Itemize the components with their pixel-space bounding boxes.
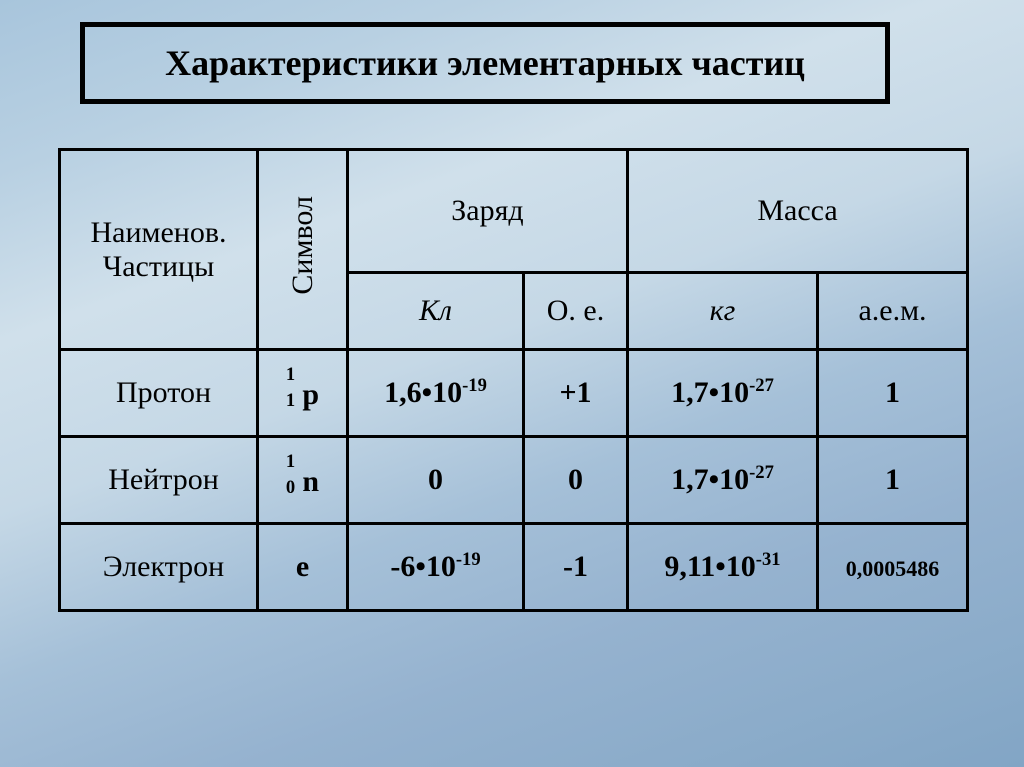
col-header-name: Наименов. Частицы	[60, 150, 258, 350]
cell-name: Нейтрон	[60, 437, 258, 524]
col-header-kg: кг	[628, 273, 818, 350]
col-header-kl: Кл	[348, 273, 524, 350]
cell-kl: -6•10-19	[348, 524, 524, 611]
table-row: Протон11p1,6•10-19+11,7•10-271	[60, 350, 968, 437]
title-text: Характеристики элементарных частиц	[165, 42, 805, 84]
table-row: Электронe-6•10-19-19,11•10-310,0005486	[60, 524, 968, 611]
col-header-charge: Заряд	[348, 150, 628, 273]
header-row-1: Наименов. Частицы Символ Заряд Масса	[60, 150, 968, 273]
cell-kg: 1,7•10-27	[628, 350, 818, 437]
cell-oe: -1	[524, 524, 628, 611]
col-header-mass: Масса	[628, 150, 968, 273]
cell-kg: 9,11•10-31	[628, 524, 818, 611]
cell-name: Электрон	[60, 524, 258, 611]
cell-kl: 0	[348, 437, 524, 524]
cell-kg: 1,7•10-27	[628, 437, 818, 524]
cell-aem: 1	[818, 350, 968, 437]
col-header-aem: а.е.м.	[818, 273, 968, 350]
cell-oe: +1	[524, 350, 628, 437]
cell-aem: 1	[818, 437, 968, 524]
cell-kl: 1,6•10-19	[348, 350, 524, 437]
table-body: Протон11p1,6•10-19+11,7•10-271Нейтрон10n…	[60, 350, 968, 611]
col-header-oe: О. е.	[524, 273, 628, 350]
col-header-symbol: Символ	[258, 150, 348, 350]
slide: Характеристики элементарных частиц Наиме…	[0, 0, 1024, 767]
col-header-symbol-text: Символ	[286, 190, 320, 301]
particles-table: Наименов. Частицы Символ Заряд Масса Кл …	[58, 148, 969, 612]
cell-symbol: 10n	[258, 437, 348, 524]
title-box: Характеристики элементарных частиц	[80, 22, 890, 104]
table-row: Нейтрон10n001,7•10-271	[60, 437, 968, 524]
cell-symbol: e	[258, 524, 348, 611]
cell-name: Протон	[60, 350, 258, 437]
cell-oe: 0	[524, 437, 628, 524]
cell-symbol: 11p	[258, 350, 348, 437]
cell-aem: 0,0005486	[818, 524, 968, 611]
